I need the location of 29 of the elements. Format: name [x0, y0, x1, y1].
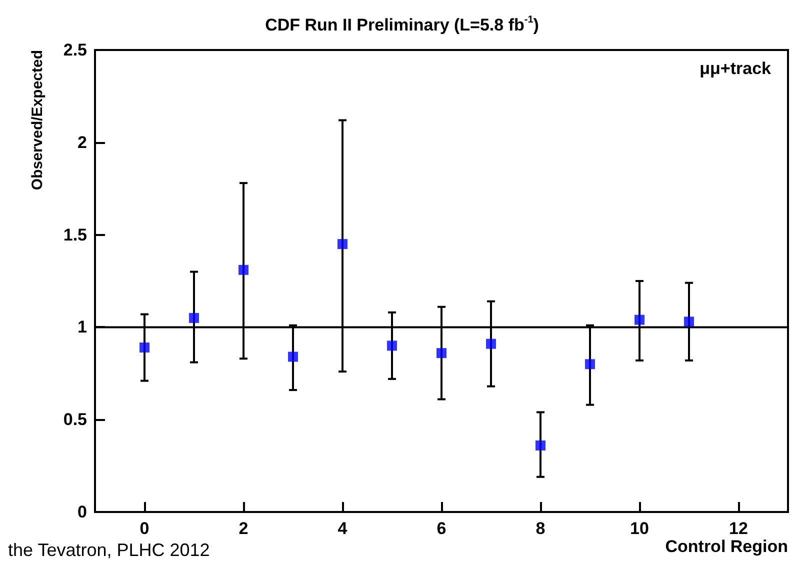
annotation: μμ+track: [700, 59, 772, 78]
y-tick-label: 0: [78, 502, 87, 522]
point: [288, 352, 298, 362]
point: [536, 440, 546, 450]
point: [189, 312, 199, 323]
x-tick-label: 8: [536, 519, 546, 538]
y-tick-label: 2.5: [63, 40, 87, 60]
point: [585, 359, 595, 370]
text: the Tevatron, PLHC 2012: [8, 540, 210, 560]
x-tick-label: 6: [436, 519, 446, 538]
point: [238, 264, 248, 275]
x-tick-label: 4: [338, 519, 348, 538]
point: [436, 348, 446, 358]
x-tick-label: 2: [238, 519, 248, 538]
y-axis-title: Observed/Expected: [29, 50, 46, 190]
y-tick-label: 1.5: [63, 225, 87, 244]
point: [486, 338, 496, 349]
y-tick-label: 1: [78, 318, 87, 337]
y-tick-label: 2: [78, 132, 87, 152]
point: [387, 340, 397, 351]
point: [140, 342, 150, 353]
point: [634, 314, 644, 325]
x-axis-title: Control Region: [665, 537, 788, 556]
x-tick-label: 10: [630, 519, 649, 538]
point: [684, 316, 694, 327]
x-tick-label: 12: [729, 519, 748, 538]
y-tick-label: 0.5: [63, 410, 87, 430]
point: [338, 239, 348, 250]
x-tick-label: 0: [140, 519, 150, 538]
